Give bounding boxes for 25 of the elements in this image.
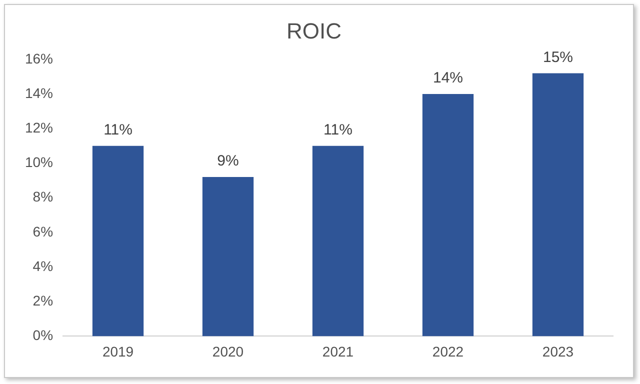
bar xyxy=(312,146,364,336)
data-label: 14% xyxy=(432,70,464,87)
y-tick-label: 10% xyxy=(24,154,54,170)
y-tick-label: 0% xyxy=(32,327,54,344)
x-tick-label: 2022 xyxy=(432,343,464,360)
y-tick-label: 14% xyxy=(24,84,54,101)
bar xyxy=(422,94,474,336)
data-label: 15% xyxy=(542,48,574,66)
data-label: 11% xyxy=(324,122,352,139)
x-tick-label: 2023 xyxy=(542,343,574,360)
bar xyxy=(532,73,584,336)
y-tick-label: 16% xyxy=(24,50,54,66)
y-tick-label: 12% xyxy=(24,119,54,136)
y-tick-label: 2% xyxy=(32,292,54,308)
x-tick-label: 2019 xyxy=(102,343,134,360)
y-tick-label: 6% xyxy=(32,223,54,240)
bar xyxy=(92,146,144,336)
y-tick-label: 8% xyxy=(32,188,54,205)
chart-title: ROIC xyxy=(286,18,342,44)
bar xyxy=(202,177,254,336)
x-tick-label: 2020 xyxy=(212,343,244,360)
data-label: 11% xyxy=(104,122,132,139)
x-tick-label: 2021 xyxy=(322,343,354,360)
y-tick-label: 4% xyxy=(32,258,54,274)
data-label: 9% xyxy=(217,152,239,170)
